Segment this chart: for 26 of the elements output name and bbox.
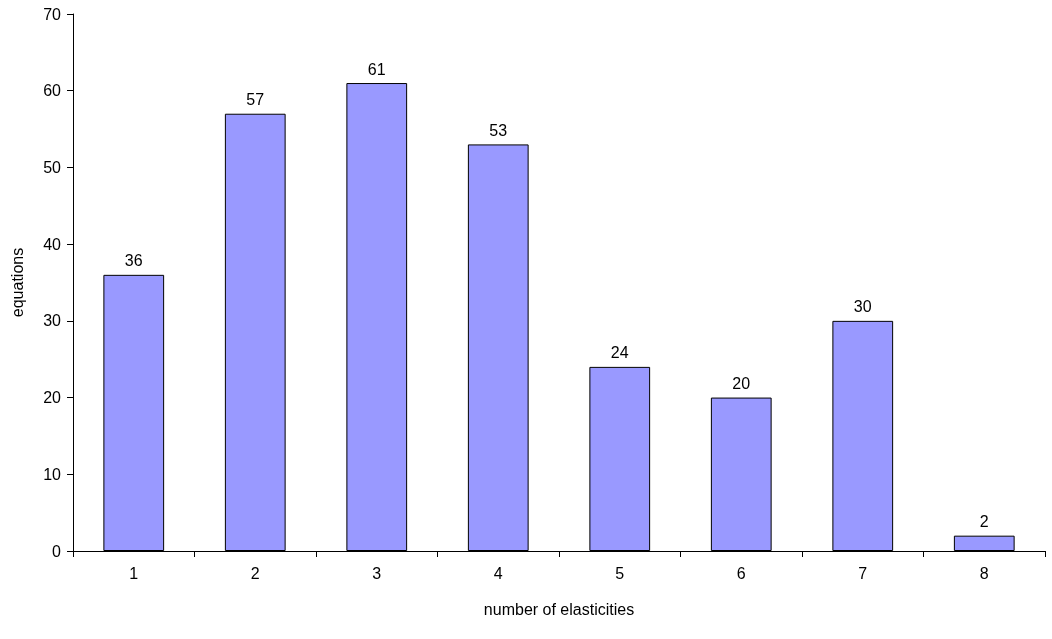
data-label: 20 xyxy=(732,375,751,393)
y-tick-label: 0 xyxy=(52,542,62,560)
data-label: 61 xyxy=(367,60,386,78)
y-tick-label: 50 xyxy=(43,158,62,176)
x-tick-label: 2 xyxy=(250,564,260,582)
data-label: 57 xyxy=(246,91,265,109)
y-tick-label: 10 xyxy=(43,465,62,483)
x-tick-label: 6 xyxy=(736,564,746,582)
data-label: 53 xyxy=(489,121,508,139)
data-label: 24 xyxy=(610,344,629,362)
y-tick-label: 40 xyxy=(43,235,62,253)
x-tick-label: 8 xyxy=(979,564,989,582)
x-tick-label: 1 xyxy=(129,564,139,582)
data-label: 30 xyxy=(853,298,872,316)
x-tick-label: 3 xyxy=(372,564,382,582)
x-tick-label: 5 xyxy=(615,564,625,582)
data-label: 36 xyxy=(124,252,143,270)
y-tick-label: 20 xyxy=(43,389,62,407)
x-axis-title: number of elasticities xyxy=(483,600,635,618)
y-tick-label: 30 xyxy=(43,312,62,330)
y-tick-label: 70 xyxy=(43,5,62,23)
x-tick-label: 4 xyxy=(493,564,503,582)
y-tick-label: 60 xyxy=(43,82,62,100)
y-axis-title: equations xyxy=(8,247,26,318)
data-label: 2 xyxy=(979,513,989,531)
x-tick-label: 7 xyxy=(858,564,868,582)
